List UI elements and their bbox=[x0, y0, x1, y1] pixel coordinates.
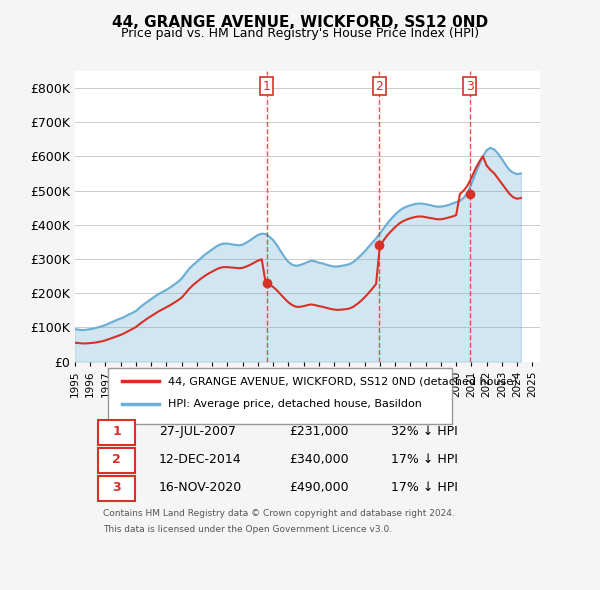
Text: 16-NOV-2020: 16-NOV-2020 bbox=[158, 481, 242, 494]
Text: 32% ↓ HPI: 32% ↓ HPI bbox=[391, 425, 458, 438]
Text: £340,000: £340,000 bbox=[289, 453, 349, 466]
Text: 44, GRANGE AVENUE, WICKFORD, SS12 0ND: 44, GRANGE AVENUE, WICKFORD, SS12 0ND bbox=[112, 15, 488, 30]
Text: 12-DEC-2014: 12-DEC-2014 bbox=[158, 453, 241, 466]
FancyBboxPatch shape bbox=[107, 368, 452, 424]
FancyBboxPatch shape bbox=[98, 448, 136, 473]
Text: 27-JUL-2007: 27-JUL-2007 bbox=[158, 425, 236, 438]
Text: 17% ↓ HPI: 17% ↓ HPI bbox=[391, 453, 458, 466]
Text: This data is licensed under the Open Government Licence v3.0.: This data is licensed under the Open Gov… bbox=[103, 525, 392, 534]
Text: Contains HM Land Registry data © Crown copyright and database right 2024.: Contains HM Land Registry data © Crown c… bbox=[103, 509, 455, 518]
Text: £490,000: £490,000 bbox=[289, 481, 349, 494]
FancyBboxPatch shape bbox=[98, 476, 136, 500]
FancyBboxPatch shape bbox=[98, 421, 136, 445]
Text: 1: 1 bbox=[112, 425, 121, 438]
Text: Price paid vs. HM Land Registry's House Price Index (HPI): Price paid vs. HM Land Registry's House … bbox=[121, 27, 479, 40]
Text: 2: 2 bbox=[375, 80, 383, 93]
Text: 2: 2 bbox=[112, 453, 121, 466]
Text: 44, GRANGE AVENUE, WICKFORD, SS12 0ND (detached house): 44, GRANGE AVENUE, WICKFORD, SS12 0ND (d… bbox=[168, 376, 517, 386]
Text: £231,000: £231,000 bbox=[289, 425, 349, 438]
Text: 3: 3 bbox=[113, 481, 121, 494]
Text: 1: 1 bbox=[263, 80, 271, 93]
Text: 3: 3 bbox=[466, 80, 473, 93]
Text: HPI: Average price, detached house, Basildon: HPI: Average price, detached house, Basi… bbox=[168, 399, 422, 409]
Text: 17% ↓ HPI: 17% ↓ HPI bbox=[391, 481, 458, 494]
